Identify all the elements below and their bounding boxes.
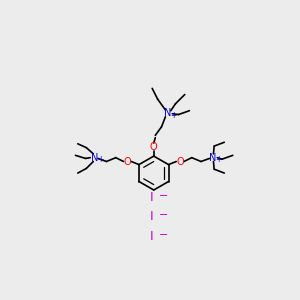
Text: +: + xyxy=(170,111,176,120)
Text: N: N xyxy=(91,153,98,163)
Text: O: O xyxy=(124,157,131,166)
Text: −: − xyxy=(159,230,169,240)
Text: −: − xyxy=(159,210,169,220)
Text: +: + xyxy=(215,155,221,164)
Text: +: + xyxy=(97,155,103,164)
Text: O: O xyxy=(150,142,158,152)
Text: −: − xyxy=(159,191,169,201)
Text: O: O xyxy=(176,157,184,166)
Text: I: I xyxy=(150,230,154,243)
Text: N: N xyxy=(209,153,216,163)
Text: I: I xyxy=(150,211,154,224)
Text: N: N xyxy=(164,108,171,118)
Text: I: I xyxy=(150,191,154,204)
